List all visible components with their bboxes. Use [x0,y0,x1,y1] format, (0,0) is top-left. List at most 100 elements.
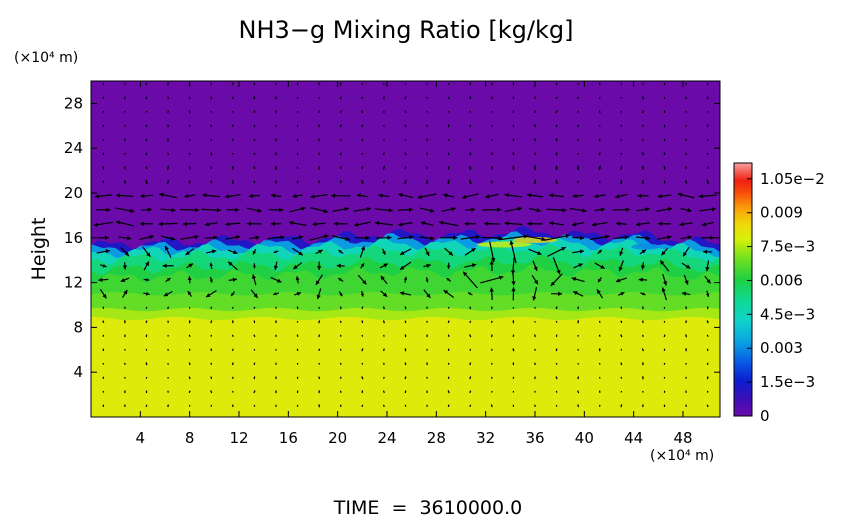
wind-vector [404,179,407,184]
wind-vector [524,235,546,242]
wind-vector [253,390,256,394]
wind-vector [512,320,515,324]
wind-vector [102,404,104,407]
wind-vector [361,110,364,114]
wind-vector [357,274,367,285]
y-tick-label: 20 [64,184,83,202]
wind-vector [577,390,580,394]
wind-vector [318,180,321,184]
wind-vector [642,334,644,337]
wind-vector [167,124,169,128]
wind-vector [577,334,579,337]
wind-vector [340,334,342,337]
wind-vector [685,152,688,156]
wind-vector [376,235,392,240]
wind-vector [361,320,364,324]
wind-vector [425,179,429,184]
wind-vector [318,348,320,352]
colorbar-tick-label: 7.5e−3 [760,238,815,256]
wind-vector [100,263,107,268]
wind-vector [512,334,515,338]
wind-vector [598,348,601,352]
wind-vector [490,306,493,310]
wind-vector [124,96,126,100]
wind-vector [447,404,450,408]
wind-vector [577,404,580,408]
y-tick-label: 24 [64,139,83,157]
wind-vector [122,262,128,270]
wind-vector [124,166,126,170]
wind-vector [685,138,687,142]
wind-vector [706,376,709,380]
wind-vector [318,390,320,394]
wind-vector [145,306,148,309]
wind-vector [317,261,322,271]
wind-vector [469,362,472,366]
wind-vector [209,276,213,283]
wind-vector [426,306,428,309]
wind-vector [361,334,364,337]
wind-vector [275,362,277,366]
x-tick-label: 12 [229,429,248,447]
wind-vector [512,376,515,379]
wind-vector [145,404,148,408]
wind-vector [489,260,494,272]
wind-vector [296,152,299,155]
wind-vector [552,257,561,275]
wind-vector [685,124,687,127]
wind-vector [573,290,584,297]
wind-vector [210,152,213,156]
wind-vector [167,362,169,365]
wind-vector [339,348,342,351]
wind-vector [663,82,666,85]
wind-vector [167,96,169,99]
y-tick-label: 12 [64,274,83,292]
wind-vector [527,221,543,226]
wind-vector [426,110,428,113]
wind-vector [404,124,407,128]
x-unit-label: (×10⁴ m) [650,448,714,464]
wind-vector [167,320,169,323]
wind-vector [205,290,217,298]
wind-vector [512,96,515,100]
wind-vector [685,110,687,113]
wind-vector [379,263,389,269]
x-tick-label: 48 [673,429,692,447]
wind-vector [253,362,256,366]
wind-vector [663,96,666,99]
wind-vector [685,390,687,394]
plot-frame [90,80,721,418]
wind-vector [598,334,601,337]
wind-vector [528,248,542,255]
wind-vector [620,390,623,393]
wind-vector [102,110,105,113]
wind-vector [591,221,608,227]
wind-vector [490,165,493,170]
wind-vector [140,193,153,199]
wind-vector [210,390,213,394]
wind-vector [209,262,214,269]
y-tick-label: 16 [64,229,83,247]
wind-vector [210,110,212,113]
wind-vector [642,124,644,127]
wind-vector [274,165,278,171]
wind-vector [635,236,651,241]
x-tick-label: 4 [136,429,146,447]
wind-vector [576,165,580,171]
wind-vector [275,390,277,394]
wind-vector [618,291,625,296]
wind-vector [546,207,567,213]
wind-vector [253,306,256,309]
wind-vector [577,124,580,128]
wind-vector [620,404,623,408]
wind-vector [295,276,300,284]
wind-vector [232,110,234,113]
wind-vector [115,207,135,213]
wind-vector [253,110,256,113]
wind-vector [480,275,504,284]
chart-title: NH3−g Mixing Ratio [kg/kg] [239,16,574,44]
wind-vector [184,193,196,199]
wind-vector [706,110,709,113]
wind-vector [555,110,558,114]
wind-vector [555,138,558,142]
